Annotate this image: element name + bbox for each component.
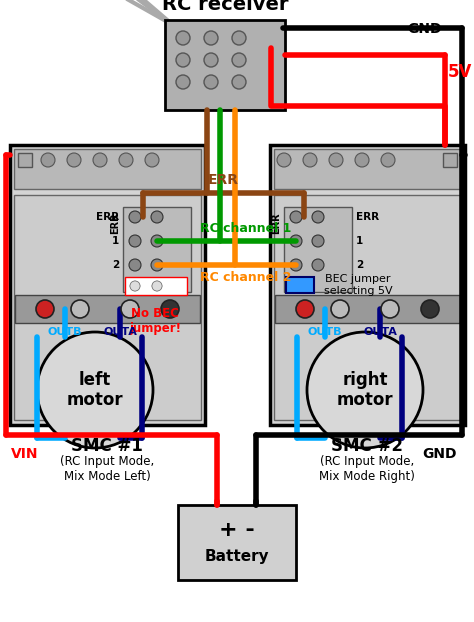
Circle shape [176,31,190,45]
Circle shape [129,211,141,223]
Text: ERR: ERR [96,212,119,222]
Circle shape [176,53,190,67]
Text: BEC jumper
selecting 5V: BEC jumper selecting 5V [324,274,392,296]
Text: ERR: ERR [208,173,238,187]
Text: OUTB: OUTB [308,327,342,337]
Circle shape [119,153,133,167]
Text: (RC Input Mode,
Mix Mode Right): (RC Input Mode, Mix Mode Right) [319,455,415,483]
Bar [14,195,201,420]
Circle shape [151,259,163,271]
Circle shape [121,300,139,318]
Circle shape [176,75,190,89]
Text: (RC Input Mode,
Mix Mode Left): (RC Input Mode, Mix Mode Left) [60,455,154,483]
Circle shape [130,281,140,291]
Text: 2: 2 [356,260,363,270]
Bar [14,149,201,189]
Bar [18,153,32,167]
Circle shape [329,153,343,167]
Circle shape [307,332,423,448]
Circle shape [381,300,399,318]
Circle shape [41,153,55,167]
Bar [270,145,465,425]
Text: OUTA: OUTA [103,327,137,337]
Circle shape [67,153,81,167]
Bar [284,207,352,292]
Circle shape [204,75,218,89]
Text: ERR: ERR [110,212,120,234]
Circle shape [152,281,162,291]
Text: 1: 1 [356,236,363,246]
Circle shape [331,300,349,318]
Text: OUTB: OUTB [48,327,82,337]
Bar [165,20,285,110]
Text: ERR: ERR [356,212,379,222]
Circle shape [290,235,302,247]
Circle shape [290,259,302,271]
Circle shape [36,300,54,318]
Bar [275,295,460,323]
Circle shape [296,300,314,318]
Circle shape [145,153,159,167]
Circle shape [277,153,291,167]
Circle shape [130,281,140,291]
Bar [274,149,461,189]
Circle shape [37,332,153,448]
Text: No BEC
jumper!: No BEC jumper! [129,307,181,335]
Circle shape [151,235,163,247]
Bar [286,277,314,293]
Circle shape [161,300,179,318]
Bar [15,295,200,323]
Circle shape [93,153,107,167]
Text: VIN: VIN [11,447,38,461]
Text: + -: + - [219,520,255,540]
Circle shape [312,259,324,271]
Text: left
motor: left motor [67,371,123,409]
Text: 5V: 5V [448,63,473,81]
Text: right
motor: right motor [337,371,393,409]
Circle shape [421,300,439,318]
Text: GND: GND [408,22,442,36]
Text: SMC #1: SMC #1 [71,437,143,455]
Circle shape [129,235,141,247]
Circle shape [204,53,218,67]
Circle shape [129,259,141,271]
Bar [274,195,461,420]
Bar [178,505,296,580]
Text: OUTA: OUTA [363,327,397,337]
Bar [443,153,457,167]
Text: RC receiver: RC receiver [162,0,288,14]
Bar [123,207,191,292]
Circle shape [152,281,162,291]
Circle shape [381,153,395,167]
Circle shape [312,211,324,223]
Text: 1: 1 [112,236,119,246]
Text: RC channel 1: RC channel 1 [201,222,292,235]
Circle shape [204,31,218,45]
Text: 2: 2 [112,260,119,270]
Text: ERR: ERR [271,212,281,234]
Circle shape [312,235,324,247]
Text: SMC #2: SMC #2 [331,437,403,455]
Bar [125,277,187,295]
Text: GND: GND [422,447,457,461]
Circle shape [303,153,317,167]
Circle shape [355,153,369,167]
Circle shape [71,300,89,318]
Text: Battery: Battery [205,549,269,565]
Circle shape [290,211,302,223]
Bar [10,145,205,425]
Circle shape [151,211,163,223]
Circle shape [232,53,246,67]
Circle shape [232,75,246,89]
Circle shape [232,31,246,45]
Text: RC channel 2: RC channel 2 [201,271,292,284]
